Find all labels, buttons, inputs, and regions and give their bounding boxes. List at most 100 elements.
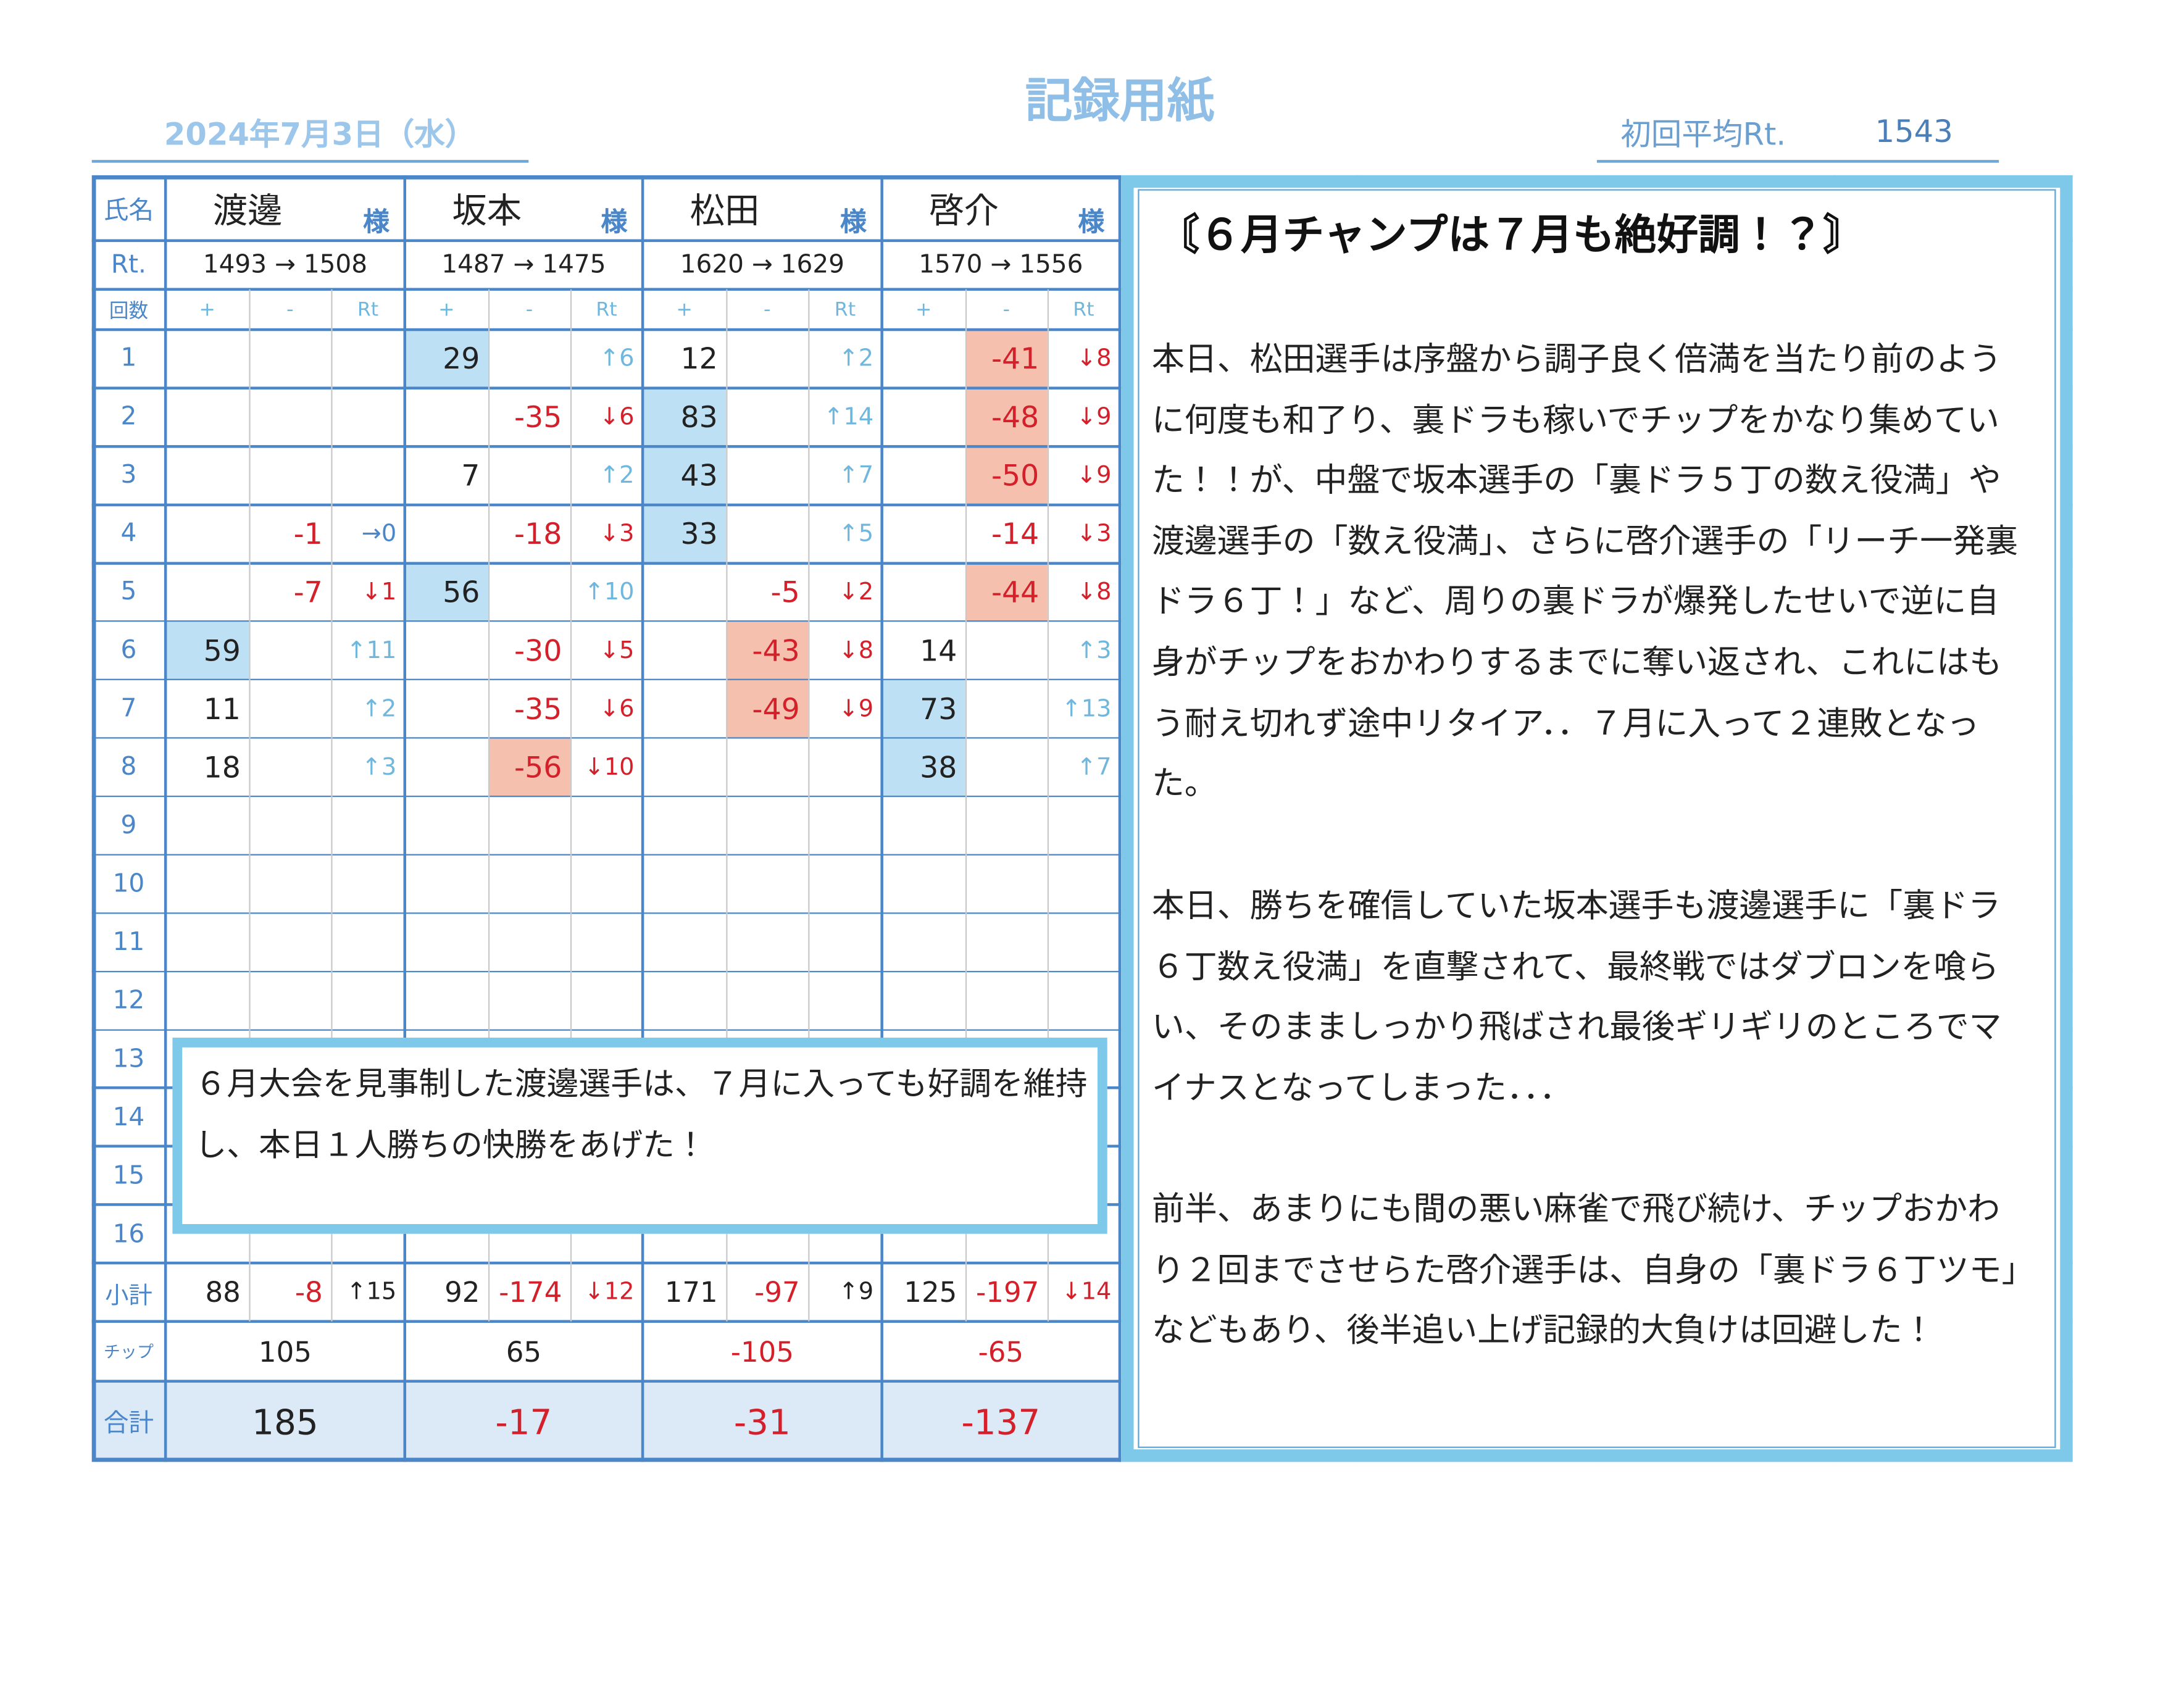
- round-number: 6: [120, 636, 137, 665]
- score: -1: [293, 517, 323, 551]
- score: 12: [680, 342, 718, 376]
- grid-line: [91, 1320, 2073, 1323]
- score: 11: [203, 692, 241, 726]
- article-frame: [1121, 175, 2073, 1462]
- rating-change: ↑14: [823, 403, 874, 431]
- round-number: 4: [120, 519, 137, 549]
- rating-change: ↑2: [599, 461, 635, 489]
- grid-line: [91, 620, 2073, 623]
- sub-header: Rt: [596, 298, 617, 321]
- grid-line: [91, 288, 2073, 291]
- player-name: 坂本: [452, 190, 522, 231]
- grid-line: [1596, 160, 1999, 163]
- player-name: 松田: [690, 190, 760, 231]
- average-value: 1543: [1875, 114, 1953, 150]
- bottom-highlight: [965, 388, 1048, 447]
- rating-change: ↓6: [599, 403, 635, 431]
- top-highlight: [881, 738, 965, 797]
- rating-change: ↓8: [1076, 578, 1112, 606]
- subtotal-value: -97: [754, 1275, 800, 1309]
- note-text: ６月大会を見事制した渡邊選手は、７月に入っても好調を維持し、本日１人勝ちの快勝を…: [194, 1067, 1088, 1165]
- player-rating: 1493 → 1508: [202, 250, 368, 280]
- player-name: 渡邊: [212, 190, 283, 231]
- sub-header: Rt: [1073, 298, 1094, 321]
- top-highlight: [643, 388, 727, 447]
- grid-line: [91, 970, 2073, 973]
- grid-line: [91, 328, 2073, 331]
- sub-header: -: [525, 298, 533, 321]
- note-box: [172, 1038, 1107, 1234]
- grid-line: [807, 1263, 809, 1322]
- grid-line: [91, 445, 2073, 448]
- grid-line: [91, 503, 2073, 506]
- score: 33: [680, 517, 718, 551]
- subtotal-value: 171: [664, 1275, 718, 1309]
- score: -5: [770, 575, 800, 609]
- grid-line: [1046, 1263, 1048, 1322]
- round-number: 15: [112, 1160, 145, 1190]
- article-paragraph: 本日、勝ちを確信していた坂本選手も渡邊選手に「裏ドラ６丁数え役満」を直撃されて、…: [1151, 886, 2002, 1107]
- bottom-highlight: [965, 446, 1048, 505]
- score: -56: [514, 750, 562, 784]
- row-label: 小計: [105, 1281, 152, 1310]
- total-value: -17: [495, 1401, 552, 1442]
- player-rating: 1570 → 1556: [919, 250, 1083, 280]
- grid-line: [91, 239, 2073, 243]
- score: -49: [752, 692, 800, 726]
- subtotal-value: -8: [294, 1275, 323, 1309]
- sub-header: +: [915, 298, 932, 321]
- chip-value: 65: [506, 1335, 542, 1368]
- chip-value: -65: [978, 1335, 1024, 1368]
- rating-change: ↓10: [584, 753, 635, 781]
- score: 56: [443, 575, 480, 609]
- honorific: 様: [601, 206, 628, 238]
- grid-line: [569, 1263, 572, 1322]
- rating-change: ↓9: [838, 694, 874, 723]
- grid-line: [725, 289, 727, 1264]
- grid-line: [487, 1263, 490, 1322]
- score: -30: [514, 633, 562, 667]
- rating-change: ↓9: [1076, 403, 1112, 431]
- round-number: 11: [112, 927, 145, 957]
- top-highlight: [881, 680, 965, 738]
- grid-line: [964, 289, 966, 1264]
- rating-change: ↓8: [838, 636, 874, 665]
- rating-change: ↑7: [1076, 753, 1112, 781]
- rating-change: ↑3: [361, 753, 397, 781]
- sub-header: +: [199, 298, 215, 321]
- honorific: 様: [840, 206, 867, 238]
- round-number: 13: [112, 1044, 145, 1073]
- score: 73: [920, 692, 957, 726]
- rating-change: ↑5: [838, 520, 874, 548]
- grid-line: [641, 175, 644, 1462]
- rating-change: →0: [361, 520, 397, 548]
- sub-header: -: [1002, 298, 1011, 321]
- title: 記録用紙: [1025, 73, 1215, 129]
- subtotal-value: 92: [444, 1275, 480, 1309]
- score: 83: [680, 400, 718, 434]
- score: -18: [514, 517, 562, 551]
- score: 59: [203, 633, 241, 667]
- chip-value: -105: [730, 1335, 794, 1368]
- total-value: -31: [733, 1401, 791, 1442]
- article-inner: [1138, 189, 2056, 1448]
- grid-line: [248, 289, 250, 1264]
- grid-line: [330, 1263, 332, 1322]
- score: 43: [680, 459, 718, 493]
- player-rating: 1487 → 1475: [441, 250, 606, 280]
- subtotal-value: -197: [976, 1275, 1040, 1309]
- page-body: {"header": {"title": "記録用紙", "date": "20…: [91, 73, 2073, 1462]
- grid-line: [91, 795, 2073, 798]
- rating-change: ↑11: [346, 636, 397, 665]
- score: -35: [514, 692, 562, 726]
- row-label: チップ: [103, 1342, 154, 1362]
- grid-line: [487, 289, 490, 1264]
- sub-header: Rt: [834, 298, 856, 321]
- round-number: 7: [120, 694, 137, 723]
- total-value: 185: [252, 1401, 319, 1442]
- honorific: 様: [1078, 206, 1105, 238]
- top-highlight: [404, 330, 488, 388]
- bottom-highlight: [965, 563, 1048, 622]
- rating-change: ↑6: [599, 344, 635, 373]
- round-number: 14: [112, 1102, 145, 1132]
